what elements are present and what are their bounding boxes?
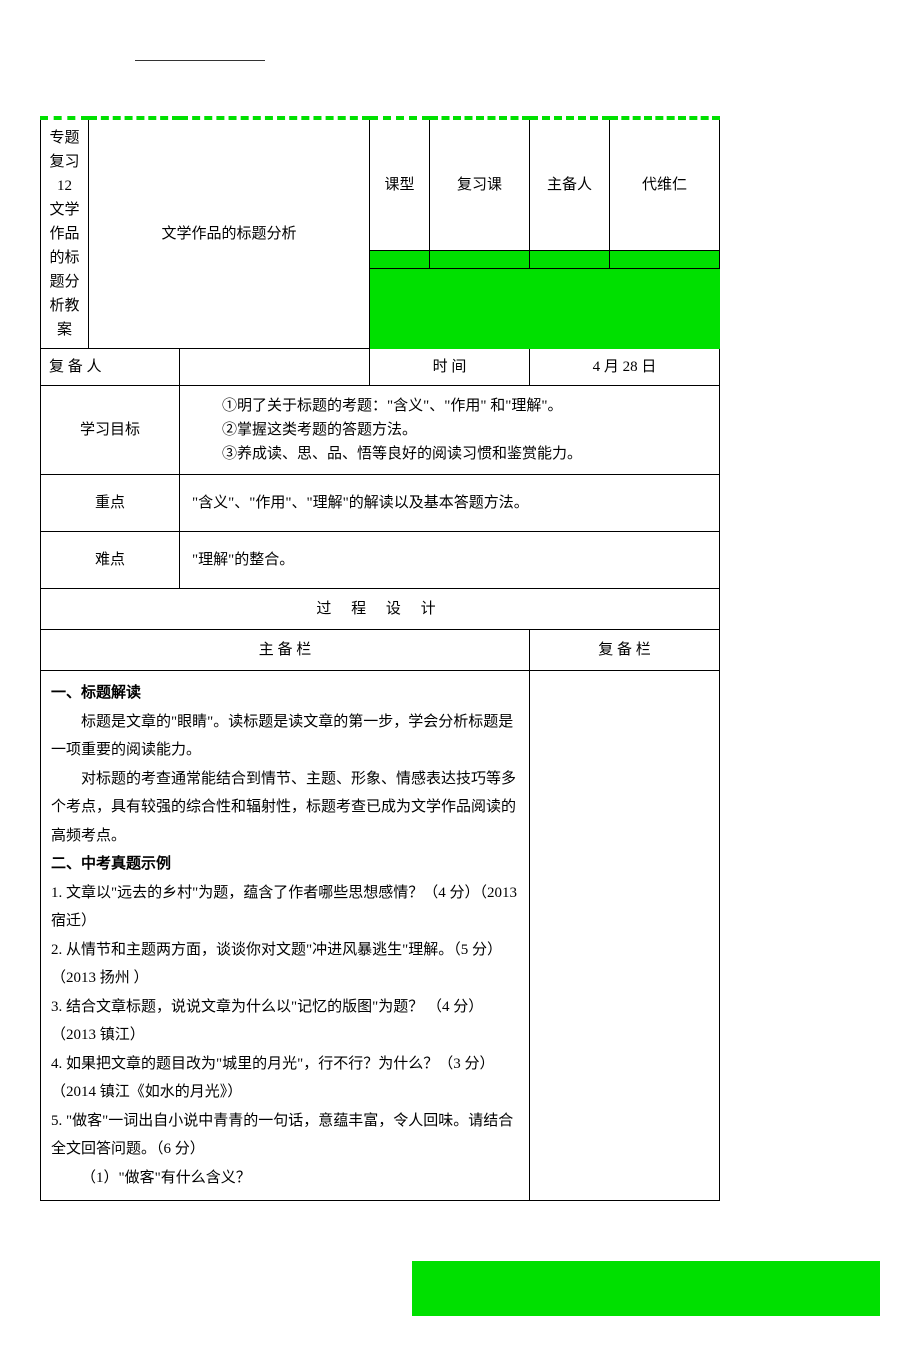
goals-row: 学习目标 ①明了关于标题的考题："含义"、"作用" 和"理解"。 ②掌握这类考题… [41,386,720,475]
process-title: 过 程 设 计 [41,589,720,630]
title-cell: 专题复习12 文学作品的标题分析教案 [41,118,89,349]
question-5-sub: （1）"做客"有什么含义？ [51,1164,519,1193]
goals-content: ①明了关于标题的考题："含义"、"作用" 和"理解"。 ②掌握这类考题的答题方法… [180,386,720,475]
author-label: 主备人 [530,118,610,251]
author-value: 代维仁 [610,118,720,251]
goal-2: ②掌握这类考题的答题方法。 [192,418,707,442]
time-label: 时 间 [370,349,530,386]
difficulty-text: "理解"的整合。 [180,532,720,589]
question-2: 2. 从情节和主题两方面，谈谈你对文题"冲进风暴逃生"理解。（5 分）（2013… [51,936,519,993]
sub-content-cell [530,671,720,1201]
process-title-row: 过 程 设 计 [41,589,720,630]
main-column-header: 主 备 栏 [41,630,530,671]
column-header-row: 主 备 栏 复 备 栏 [41,630,720,671]
question-1: 1. 文章以"远去的乡村"为题，蕴含了作者哪些思想感情？（4 分）（2013宿迁… [51,879,519,936]
keypoint-row: 重点 "含义"、"作用"、"理解"的解读以及基本答题方法。 [41,475,720,532]
header-underline [135,60,265,61]
para-2: 对标题的考查通常能结合到情节、主题、形象、情感表达技巧等多个考点，具有较强的综合… [51,765,519,851]
time-value: 4 月 28 日 [530,349,720,386]
reviewer-label: 复 备 人 [41,349,180,386]
question-5: 5. "做客"一词出自小说中青青的一句话，意蕴丰富，令人回味。请结合全文回答问题… [51,1107,519,1164]
difficulty-row: 难点 "理解"的整合。 [41,532,720,589]
header-row: 专题复习12 文学作品的标题分析教案 文学作品的标题分析 课型 复习课 主备人 … [41,118,720,251]
goal-3: ③养成读、思、品、悟等良好的阅读习惯和鉴赏能力。 [192,442,707,466]
question-4: 4. 如果把文章的题目改为"城里的月光"，行不行？为什么？（3 分）（2014 … [51,1050,519,1107]
class-type-value: 复习课 [430,118,530,251]
class-type-label: 课型 [370,118,430,251]
reviewer-row: 复 备 人 时 间 4 月 28 日 [41,349,720,386]
section-1-title: 一、标题解读 [51,679,519,708]
sub-column-header: 复 备 栏 [530,630,720,671]
section-2-title: 二、中考真题示例 [51,850,519,879]
footer-green-block [412,1261,880,1316]
subject-cell: 文学作品的标题分析 [89,118,370,349]
reviewer-value [180,349,370,386]
question-3: 3. 结合文章标题，说说文章为什么以"记忆的版图"为题？ （4 分）（2013 … [51,993,519,1050]
keypoint-label: 重点 [41,475,180,532]
goals-label: 学习目标 [41,386,180,475]
keypoint-text: "含义"、"作用"、"理解"的解读以及基本答题方法。 [180,475,720,532]
content-row: 一、标题解读 标题是文章的"眼睛"。读标题是读文章的第一步，学会分析标题是一项重… [41,671,720,1201]
difficulty-label: 难点 [41,532,180,589]
goal-1: ①明了关于标题的考题："含义"、"作用" 和"理解"。 [192,394,707,418]
para-1: 标题是文章的"眼睛"。读标题是读文章的第一步，学会分析标题是一项重要的阅读能力。 [51,708,519,765]
lesson-plan-table: 专题复习12 文学作品的标题分析教案 文学作品的标题分析 课型 复习课 主备人 … [40,116,720,1201]
main-content-cell: 一、标题解读 标题是文章的"眼睛"。读标题是读文章的第一步，学会分析标题是一项重… [41,671,530,1201]
